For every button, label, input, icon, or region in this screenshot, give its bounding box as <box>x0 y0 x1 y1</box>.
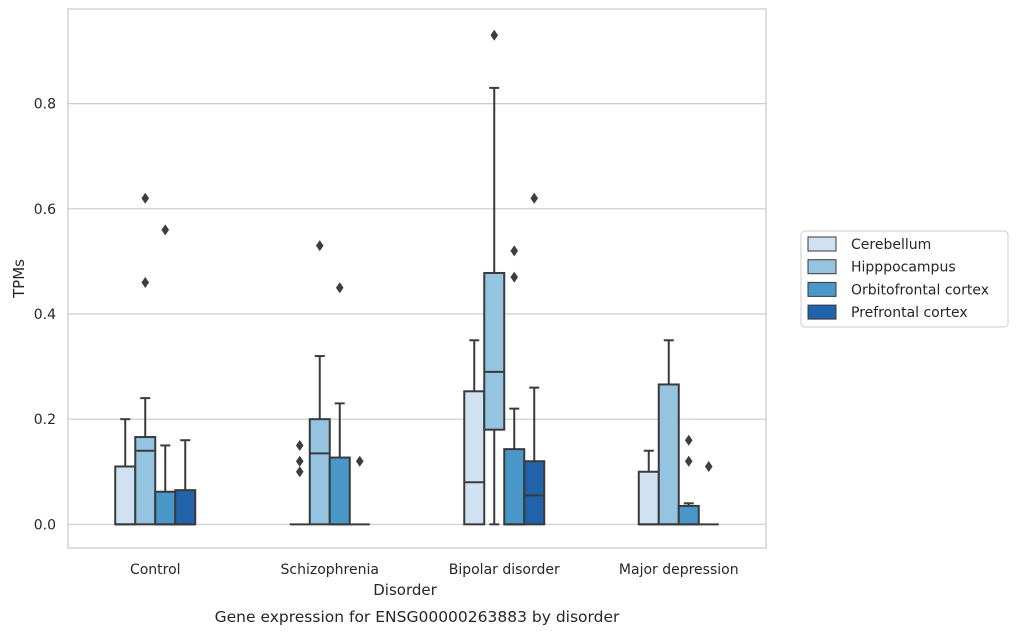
outlier-point <box>315 240 324 252</box>
y-tick-labels: 0.0 0.2 0.4 0.6 0.8 <box>34 97 56 534</box>
outlier-point <box>295 466 304 478</box>
box <box>134 436 157 526</box>
outlier-point <box>704 460 713 472</box>
legend-label: Hipppocampus <box>851 260 956 276</box>
series-cerebellum <box>114 339 660 526</box>
y-tick-label: 0.8 <box>34 97 56 113</box>
box <box>328 456 351 526</box>
legend-swatch <box>807 236 837 252</box>
legend-swatch <box>807 259 837 275</box>
chart-caption: Gene expression for ENSG00000263883 by d… <box>215 608 620 626</box>
box-series <box>114 29 719 526</box>
x-axis-label: Disorder <box>373 581 437 599</box>
box <box>483 271 506 431</box>
outlier-point <box>161 224 170 236</box>
outlier-point <box>335 282 344 294</box>
legend-frame <box>800 230 1009 328</box>
outlier-point <box>684 434 693 446</box>
x-tick-label: Major depression <box>619 562 739 578</box>
box <box>114 465 137 526</box>
box <box>657 383 680 526</box>
box <box>677 504 700 526</box>
legend-item: Cerebellum <box>807 236 931 253</box>
x-tick-labels: Control Schizophrenia Bipolar disorder Majo… <box>130 562 739 578</box>
box <box>463 390 486 526</box>
series-prefrontal-cortex <box>174 192 719 526</box>
box <box>523 460 546 526</box>
legend: Cerebellum Hipppocampus Orbitofrontal cort… <box>800 230 1009 328</box>
outlier-point <box>141 192 150 204</box>
plot-frame <box>67 8 767 549</box>
x-tick-label: Control <box>130 562 181 578</box>
legend-label: Orbitofrontal cortex <box>851 282 989 298</box>
outlier-point <box>141 276 150 288</box>
x-tick-label: Bipolar disorder <box>449 562 560 578</box>
box <box>154 490 177 526</box>
outlier-point <box>684 455 693 467</box>
series-hipppocampus <box>134 29 680 526</box>
series-orbitofrontal-cortex <box>154 224 700 526</box>
y-tick-label: 0.2 <box>34 412 56 428</box>
y-tick-label: 0.4 <box>34 307 56 323</box>
outlier-point <box>295 455 304 467</box>
y-tick-label: 0.0 <box>34 517 56 533</box>
box <box>503 448 526 526</box>
legend-item: Prefrontal cortex <box>807 304 968 321</box>
y-axis-label: TPMs <box>10 259 28 299</box>
outlier-point <box>355 455 364 467</box>
box <box>637 470 660 526</box>
legend-item: Hipppocampus <box>807 259 956 276</box>
x-tick-label: Schizophrenia <box>281 562 379 578</box>
box <box>174 489 197 526</box>
outlier-point <box>530 192 539 204</box>
legend-swatch <box>807 281 837 297</box>
legend-swatch <box>807 304 837 320</box>
legend-label: Prefrontal cortex <box>851 305 968 321</box>
y-tick-label: 0.6 <box>34 202 56 218</box>
legend-label: Cerebellum <box>851 237 931 253</box>
outlier-point <box>490 29 499 41</box>
box <box>308 418 331 526</box>
outlier-point <box>295 439 304 451</box>
outlier-point <box>510 245 519 257</box>
outlier-point <box>510 271 519 283</box>
legend-item: Orbitofrontal cortex <box>807 281 989 298</box>
